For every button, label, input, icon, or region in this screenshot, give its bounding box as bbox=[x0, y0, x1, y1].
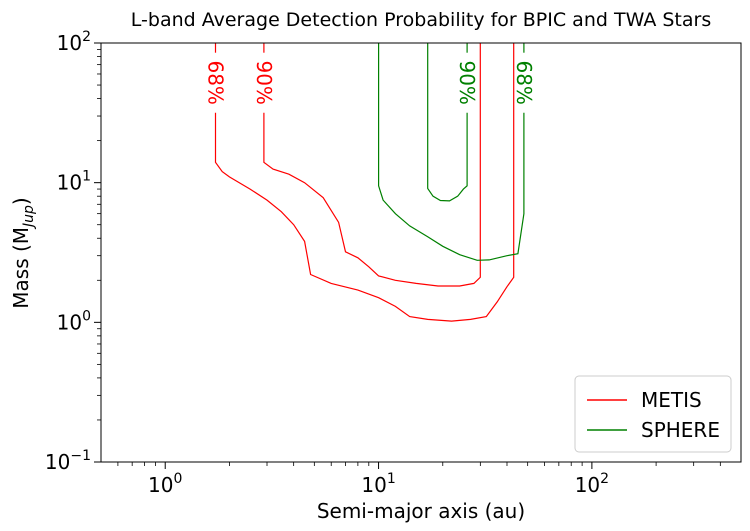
axis-ticks: 100 101 102 10−1 100 101 102 bbox=[45, 29, 721, 497]
y-tick-label: 101 bbox=[57, 169, 91, 195]
contour-label-sphere-1: 90% bbox=[455, 60, 479, 104]
y-tick-label: 102 bbox=[57, 29, 91, 55]
legend-label-metis: METIS bbox=[641, 388, 702, 412]
plot-frame bbox=[100, 42, 742, 463]
y-axis-label: Mass (MJup) bbox=[9, 197, 37, 308]
x-tick-label: 102 bbox=[575, 471, 609, 497]
legend: METIS SPHERE bbox=[574, 375, 732, 453]
contour-label-metis-1: 90% bbox=[252, 60, 276, 104]
x-axis-label: Semi-major axis (au) bbox=[317, 499, 525, 523]
y-tick-label: 100 bbox=[57, 308, 91, 334]
contour-metis-0 bbox=[214, 43, 515, 322]
chart-title: L-band Average Detection Probability for… bbox=[131, 9, 711, 31]
contour-sphere-1 bbox=[427, 43, 468, 202]
legend-label-sphere: SPHERE bbox=[641, 418, 720, 442]
x-tick-label: 100 bbox=[148, 471, 182, 497]
y-axis-label-sub: Jup bbox=[21, 205, 37, 230]
plot-area: 68% 90% 68% 90% bbox=[100, 42, 742, 463]
legend-box bbox=[574, 375, 732, 453]
y-axis-label-main: Mass (M bbox=[9, 227, 33, 309]
contour-label-metis-0: 68% bbox=[204, 60, 228, 104]
y-axis-label-end: ) bbox=[9, 197, 33, 205]
contour-lines bbox=[214, 43, 525, 322]
contour-sphere-0 bbox=[378, 43, 525, 261]
x-tick-label: 101 bbox=[361, 471, 395, 497]
contour-label-sphere-0: 68% bbox=[512, 60, 536, 104]
contour-metis-1 bbox=[263, 43, 481, 287]
y-tick-label: 10−1 bbox=[45, 448, 91, 474]
